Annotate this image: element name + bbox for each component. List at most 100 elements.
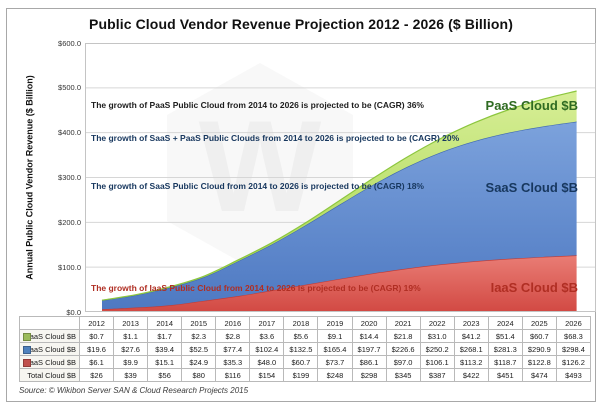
table-cell: $281.3 [487, 342, 523, 356]
table-cell: $6.1 [78, 355, 115, 369]
table-header-cell: 2013 [113, 316, 149, 330]
table-cell: $126.2 [555, 355, 592, 369]
table-header-cell: 2012 [78, 316, 115, 330]
table-cell: $298 [351, 368, 387, 382]
stacked-area-chart: W [85, 43, 596, 312]
table-cell: $21.8 [385, 329, 421, 343]
table-header-cell: 2020 [351, 316, 387, 330]
series-label-paas: PaaS Cloud $B [485, 98, 578, 113]
legend-marker-saas [23, 346, 31, 354]
table-row-total: Total Cloud $B $26 $39 $56 $80 $116 $154 $199 $2… [19, 368, 592, 382]
table-cell: $102.4 [249, 342, 285, 356]
table-cell: $2.8 [215, 329, 251, 343]
y-tick-label: $100.0 [58, 262, 81, 272]
table-cell: $1.1 [113, 329, 149, 343]
table-header-cell: 2025 [521, 316, 557, 330]
watermark-hexagon [167, 63, 353, 273]
table-header-cell: 2015 [181, 316, 217, 330]
table-cell: $24.9 [181, 355, 217, 369]
table-cell: $77.4 [215, 342, 251, 356]
annotation-saas_paas: The growth of SaaS + PaaS Public Clouds … [91, 133, 460, 143]
table-cell: $116 [215, 368, 251, 382]
table-cell: $39.4 [147, 342, 183, 356]
table-cell: $250.2 [419, 342, 455, 356]
table-cell: $118.7 [487, 355, 523, 369]
y-axis-title: Annual Public Cloud Vendor Revenue ($ Bi… [24, 75, 35, 280]
table-header-cell: 2019 [317, 316, 353, 330]
table-cell: $19.6 [78, 342, 115, 356]
table-cell: $2.3 [181, 329, 217, 343]
table-cell: $106.1 [419, 355, 455, 369]
table-cell: $5.6 [283, 329, 319, 343]
table-cell: $493 [555, 368, 592, 382]
page-title: Public Cloud Vendor Revenue Projection 2… [89, 16, 513, 32]
table-cell: $26 [78, 368, 115, 382]
table-header-cell: 2021 [385, 316, 421, 330]
table-header-cell: 2014 [147, 316, 183, 330]
table-cell: $60.7 [283, 355, 319, 369]
table-header-cell: 2024 [487, 316, 523, 330]
table-cell: $68.3 [555, 329, 592, 343]
data-table: 2012 2013 2014 2015 2016 2017 2018 2019 2020 2021… [19, 316, 592, 382]
table-row-iaas: IaaS Cloud $B $6.1 $9.9 $15.1 $24.9 $35.3 $48.… [19, 355, 592, 369]
table-cell: $15.1 [147, 355, 183, 369]
row-label-paas: PaaS Cloud $B [19, 329, 80, 343]
table-cell: $31.0 [419, 329, 455, 343]
table-cell: $422 [453, 368, 489, 382]
table-cell: $51.4 [487, 329, 523, 343]
plot-border [85, 43, 596, 312]
row-label-saas: SaaS Cloud $B [19, 342, 80, 356]
table-cell: $154 [249, 368, 285, 382]
table-cell: $9.1 [317, 329, 353, 343]
area-edge-paas [101, 90, 577, 301]
table-row-paas: PaaS Cloud $B $0.7 $1.1 $1.7 $2.3 $2.8 $3.6 $5.… [19, 329, 592, 343]
table-cell: $14.4 [351, 329, 387, 343]
table-cell: $165.4 [317, 342, 353, 356]
annotation-paas: The growth of PaaS Public Cloud from 201… [91, 100, 424, 110]
annotation-saas: The growth of SaaS Public Cloud from 201… [91, 181, 424, 191]
table-cell: $27.6 [113, 342, 149, 356]
table-header-cell: 2017 [249, 316, 285, 330]
table-cell: $0.7 [78, 329, 115, 343]
table-cell: $248 [317, 368, 353, 382]
table-cell: $451 [487, 368, 523, 382]
y-tick-label: $300.0 [58, 173, 81, 182]
table-cell: $474 [521, 368, 557, 382]
table-header-cell: 2026 [555, 316, 592, 330]
table-header-row: 2012 2013 2014 2015 2016 2017 2018 2019 2020 2021… [19, 316, 592, 330]
chart-card: Public Cloud Vendor Revenue Projection 2… [6, 8, 596, 402]
table-header-cell: 2018 [283, 316, 319, 330]
legend-marker-paas [23, 333, 31, 341]
table-row-saas: SaaS Cloud $B $19.6 $27.6 $39.4 $52.5 $77.4 $1… [19, 342, 592, 356]
table-header-cell: 2023 [453, 316, 489, 330]
y-tick-label: $500.0 [58, 83, 81, 93]
table-cell: $73.7 [317, 355, 353, 369]
data-table-container: 2012 2013 2014 2015 2016 2017 2018 2019 2020 2021… [19, 316, 592, 382]
table-cell: $290.9 [521, 342, 557, 356]
watermark-letter: W [199, 93, 322, 239]
table-cell: $298.4 [555, 342, 592, 356]
table-cell: $41.2 [453, 329, 489, 343]
y-tick-label: $200.0 [58, 217, 81, 227]
series-label-iaas: IaaS Cloud $B [490, 280, 578, 295]
y-tick-label: $400.0 [58, 128, 81, 138]
y-tick-label: $600.0 [58, 38, 81, 48]
row-label-iaas: IaaS Cloud $B [19, 355, 80, 369]
table-header-cell: 2016 [215, 316, 251, 330]
source-note: Source: © Wikibon Server SAN & Cloud Res… [19, 386, 249, 395]
table-cell: $122.8 [521, 355, 557, 369]
table-cell: $132.5 [283, 342, 319, 356]
table-cell: $3.6 [249, 329, 285, 343]
table-cell: $97.0 [385, 355, 421, 369]
table-cell: $35.3 [215, 355, 251, 369]
table-cell: $197.7 [351, 342, 387, 356]
table-cell: $226.6 [385, 342, 421, 356]
table-cell: $60.7 [521, 329, 557, 343]
table-cell: $113.2 [453, 355, 489, 369]
table-cell: $9.9 [113, 355, 149, 369]
table-cell: $387 [419, 368, 455, 382]
table-cell: $52.5 [181, 342, 217, 356]
table-cell: $56 [147, 368, 183, 382]
table-cell: $345 [385, 368, 421, 382]
series-label-saas: SaaS Cloud $B [485, 180, 578, 195]
